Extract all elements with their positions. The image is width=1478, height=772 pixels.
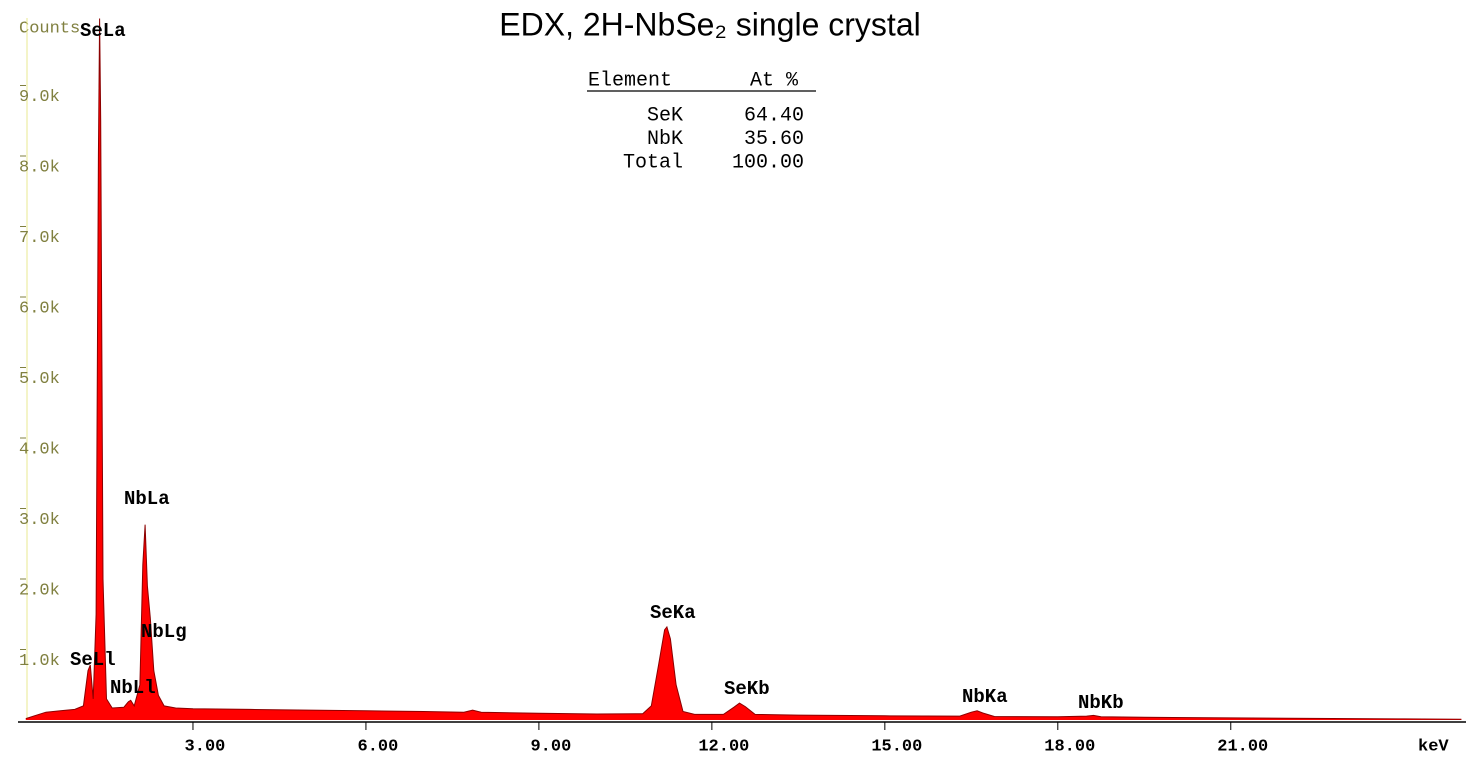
y-tick-label: 8.0k (19, 158, 60, 177)
table-cell: Total (623, 151, 683, 174)
peak-label: NbKa (962, 686, 1008, 708)
peak-label: NbLg (141, 621, 187, 643)
x-tick-label: 18.00 (1044, 737, 1095, 756)
peak-label: NbLl (110, 677, 156, 699)
peak-label: NbLa (124, 488, 170, 510)
y-tick-label: 5.0k (19, 370, 60, 389)
x-tick-label: 3.00 (185, 737, 226, 756)
x-axis-label: keV (1418, 737, 1449, 756)
y-tick-label: 4.0k (19, 440, 60, 459)
y-tick-label: 1.0k (19, 652, 60, 671)
table-cell: 35.60 (744, 128, 804, 151)
chart-title: EDX, 2H-NbSe₂ single crystal (499, 6, 920, 42)
x-tick-label: 6.00 (358, 737, 399, 756)
table-cell: NbK (647, 128, 683, 151)
x-tick-label: 12.00 (698, 737, 749, 756)
table-cell: SeK (647, 104, 683, 127)
peak-label: SeKa (650, 602, 696, 624)
peak-label: SeKb (724, 678, 770, 700)
table-header: Element (588, 69, 672, 92)
y-tick-label: 3.0k (19, 511, 60, 530)
table-header: At % (750, 69, 799, 92)
y-tick-label: 2.0k (19, 581, 60, 600)
peak-label: NbKb (1078, 692, 1124, 714)
table-cell: 64.40 (744, 104, 804, 127)
peak-label: SeLa (80, 20, 126, 42)
x-tick-label: 15.00 (871, 737, 922, 756)
y-tick-label: 7.0k (19, 229, 60, 248)
spectrum-line (25, 18, 1462, 720)
composition-table: Element At % SeK 64.40 NbK 35.60 Total 100.00 (587, 69, 816, 174)
peak-label: SeLl (70, 649, 116, 671)
x-tick-label: 21.00 (1217, 737, 1268, 756)
x-tick-label: 9.00 (530, 737, 571, 756)
table-cell: 100.00 (732, 151, 804, 174)
y-tick-label: 6.0k (19, 299, 60, 318)
y-tick-label: 9.0k (19, 88, 60, 107)
y-axis-label: Counts (19, 19, 80, 38)
